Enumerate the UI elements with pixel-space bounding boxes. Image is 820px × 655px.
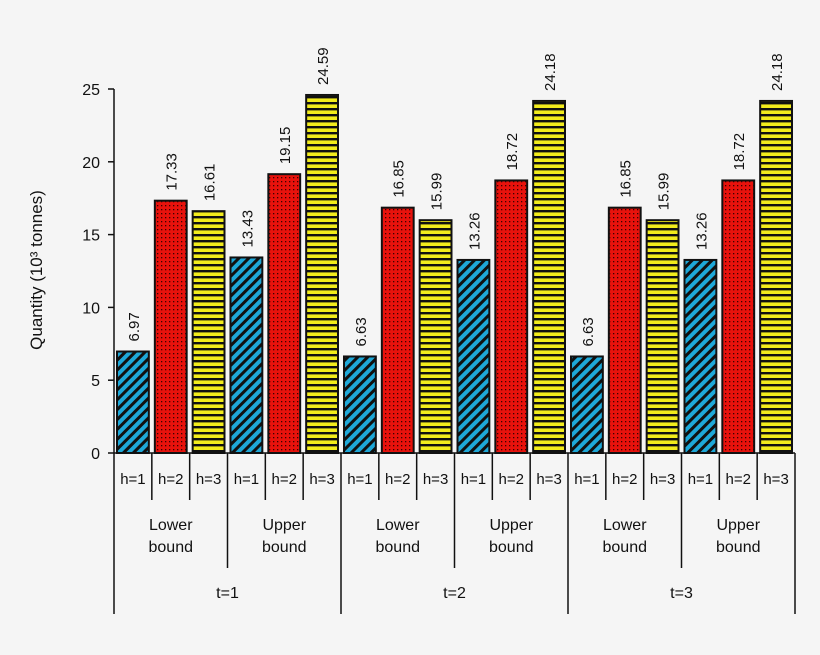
- h-label: h=1: [461, 471, 486, 488]
- h-label: h=1: [688, 471, 713, 488]
- bar-h=3: [532, 99, 567, 454]
- bar-h=1: [343, 355, 377, 454]
- data-label: 6.63: [353, 317, 370, 346]
- y-axis-label: Quantity (10³ tonnes): [27, 190, 46, 350]
- y-tick-label: 5: [91, 373, 100, 390]
- bound-label-line2: bound: [716, 539, 761, 556]
- data-label: 6.97: [126, 312, 143, 341]
- bar-h=1: [116, 350, 150, 455]
- h-label: h=3: [763, 471, 788, 488]
- data-label: 6.63: [580, 317, 597, 346]
- bound-label-line2: bound: [262, 539, 307, 556]
- h-label: h=2: [499, 471, 524, 488]
- h-label: h=3: [536, 471, 561, 488]
- bar-h=3: [759, 99, 794, 454]
- data-label: 19.15: [277, 127, 294, 165]
- data-label: 16.85: [618, 160, 635, 198]
- bar-h=1: [683, 258, 718, 454]
- data-label: 24.59: [315, 47, 332, 85]
- bound-label-line2: bound: [149, 539, 194, 556]
- bound-label-line1: Lower: [376, 517, 420, 534]
- y-tick-label: 10: [82, 300, 100, 317]
- bar-h=2: [153, 199, 188, 454]
- data-label: 15.99: [429, 173, 446, 211]
- bar-h=1: [229, 256, 264, 454]
- h-label: h=2: [158, 471, 183, 488]
- bound-label-line1: Upper: [716, 517, 760, 534]
- bar-h=1: [570, 355, 604, 454]
- h-label: h=1: [234, 471, 259, 488]
- t-label: t=2: [443, 585, 466, 602]
- data-label: 24.18: [542, 53, 559, 91]
- bar-h=2: [721, 179, 756, 454]
- bound-label-line2: bound: [489, 539, 534, 556]
- data-label: 13.26: [466, 212, 483, 250]
- data-label: 16.85: [391, 160, 408, 198]
- data-label: 13.26: [693, 212, 710, 250]
- bar-h=3: [191, 210, 226, 454]
- h-label: h=3: [423, 471, 448, 488]
- bound-label-line1: Lower: [603, 517, 647, 534]
- bound-label-line1: Lower: [149, 517, 193, 534]
- h-label: h=2: [385, 471, 410, 488]
- h-label: h=2: [272, 471, 297, 488]
- bar-h=1: [456, 258, 491, 454]
- bar-h=2: [267, 173, 302, 454]
- bar-h=3: [645, 219, 680, 454]
- data-label: 17.33: [164, 153, 181, 191]
- bound-label-line2: bound: [376, 539, 421, 556]
- bar-h=3: [418, 219, 453, 454]
- t-label: t=1: [216, 585, 239, 602]
- bound-label-line1: Upper: [262, 517, 306, 534]
- h-label: h=1: [347, 471, 372, 488]
- h-label: h=3: [650, 471, 675, 488]
- bar-h=2: [380, 206, 415, 454]
- h-label: h=3: [309, 471, 334, 488]
- bound-label-line2: bound: [603, 539, 648, 556]
- h-label: h=2: [726, 471, 751, 488]
- t-label: t=3: [670, 585, 693, 602]
- data-label: 24.18: [769, 53, 786, 91]
- bar-h=2: [494, 179, 529, 454]
- y-tick-label: 20: [82, 155, 100, 172]
- bound-label-line1: Upper: [489, 517, 533, 534]
- y-tick-label: 25: [82, 82, 100, 99]
- h-label: h=1: [120, 471, 145, 488]
- y-tick-label: 0: [91, 446, 100, 463]
- data-label: 15.99: [656, 173, 673, 211]
- data-label: 13.43: [239, 210, 256, 248]
- data-label: 18.72: [731, 133, 748, 171]
- h-label: h=1: [574, 471, 599, 488]
- data-label: 16.61: [202, 164, 219, 202]
- h-label: h=2: [612, 471, 637, 488]
- data-label: 18.72: [504, 133, 521, 171]
- bar-h=3: [305, 93, 339, 454]
- h-label: h=3: [196, 471, 221, 488]
- y-tick-label: 15: [82, 228, 100, 245]
- bar-h=2: [607, 206, 642, 454]
